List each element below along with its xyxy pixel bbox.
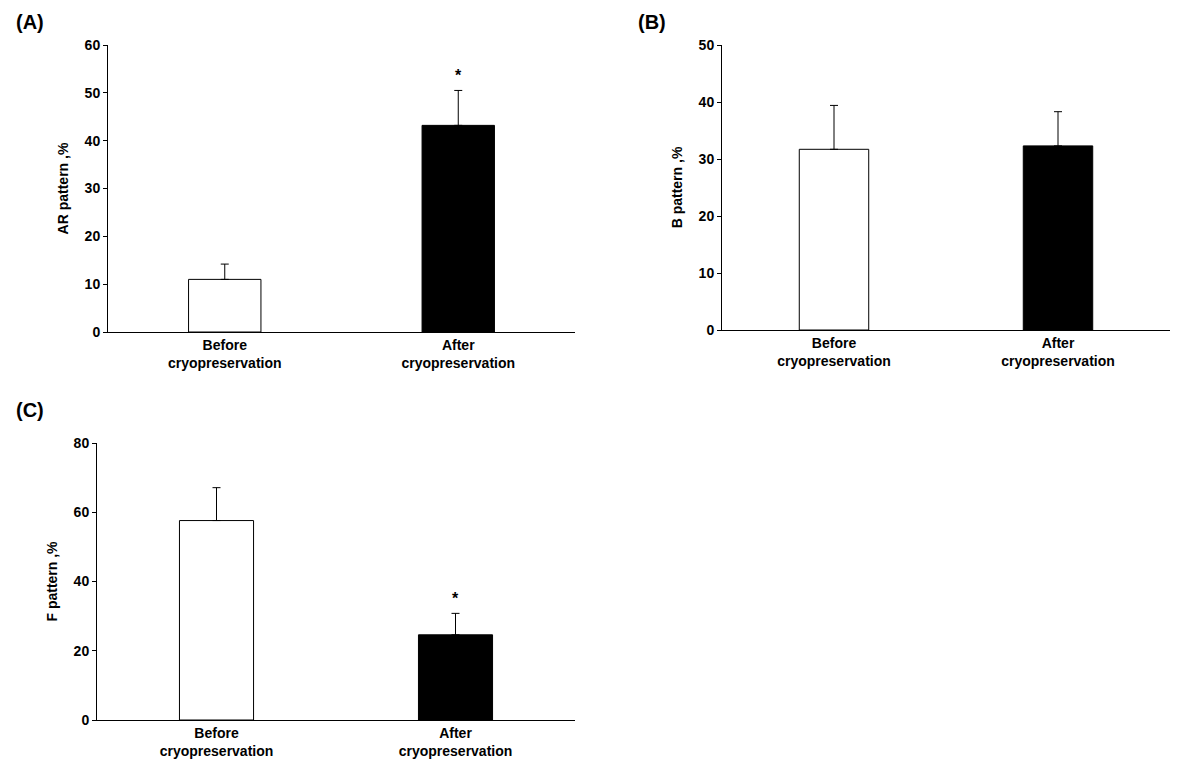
svg-text:60: 60 bbox=[85, 37, 101, 53]
svg-text:AR pattern ,%: AR pattern ,% bbox=[55, 142, 71, 234]
svg-text:20: 20 bbox=[699, 208, 715, 224]
svg-text:Beforecryopreservation: Beforecryopreservation bbox=[168, 337, 282, 371]
svg-text:20: 20 bbox=[85, 228, 101, 244]
svg-text:50: 50 bbox=[699, 37, 715, 53]
svg-text:60: 60 bbox=[74, 504, 90, 520]
svg-text:40: 40 bbox=[85, 133, 101, 149]
svg-text:30: 30 bbox=[699, 151, 715, 167]
svg-text:(C): (C) bbox=[16, 399, 44, 421]
svg-text:Aftercryopreservation: Aftercryopreservation bbox=[401, 337, 515, 371]
svg-text:(A): (A) bbox=[16, 11, 44, 33]
svg-text:*: * bbox=[455, 67, 462, 84]
svg-text:Aftercryopreservation: Aftercryopreservation bbox=[1001, 335, 1115, 369]
svg-text:50: 50 bbox=[85, 85, 101, 101]
svg-text:40: 40 bbox=[74, 573, 90, 589]
svg-text:80: 80 bbox=[74, 435, 90, 451]
svg-text:10: 10 bbox=[699, 265, 715, 281]
svg-text:Beforecryopreservation: Beforecryopreservation bbox=[160, 725, 274, 759]
svg-text:*: * bbox=[452, 590, 459, 607]
svg-text:B pattern ,%: B pattern ,% bbox=[669, 146, 685, 228]
svg-text:40: 40 bbox=[699, 94, 715, 110]
svg-text:0: 0 bbox=[92, 324, 100, 340]
svg-text:0: 0 bbox=[81, 712, 89, 728]
svg-text:30: 30 bbox=[85, 180, 101, 196]
svg-text:(B): (B) bbox=[638, 11, 666, 33]
svg-text:0: 0 bbox=[706, 322, 714, 338]
svg-text:F pattern ,%: F pattern ,% bbox=[44, 541, 60, 622]
svg-text:Aftercryopreservation: Aftercryopreservation bbox=[399, 725, 513, 759]
svg-text:20: 20 bbox=[74, 643, 90, 659]
svg-text:Beforecryopreservation: Beforecryopreservation bbox=[777, 335, 891, 369]
svg-text:10: 10 bbox=[85, 276, 101, 292]
